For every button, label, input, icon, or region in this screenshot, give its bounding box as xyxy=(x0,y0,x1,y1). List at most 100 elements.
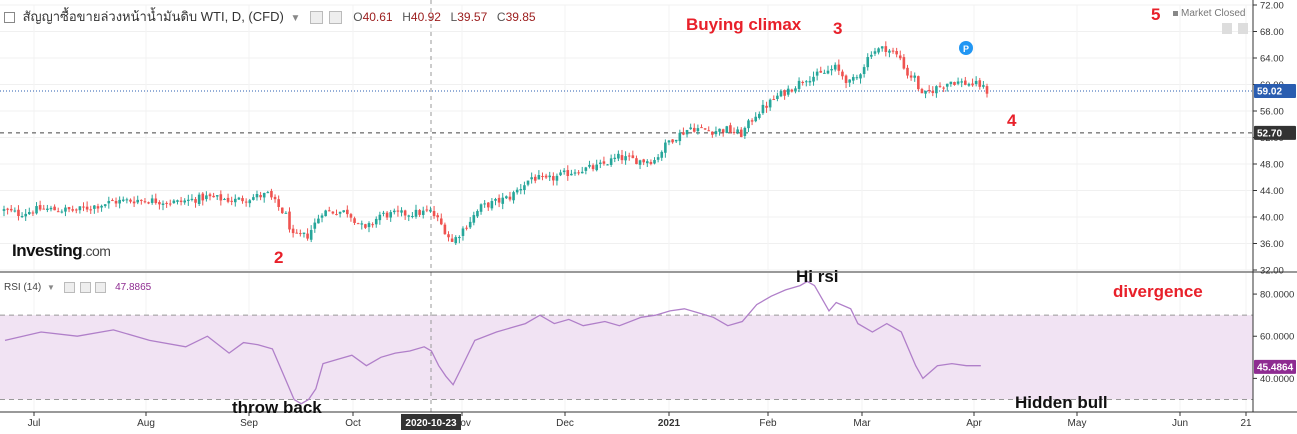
candle xyxy=(978,77,982,90)
candle xyxy=(277,195,280,211)
candle xyxy=(613,153,617,163)
candle xyxy=(898,50,902,61)
candle xyxy=(515,187,519,195)
candle xyxy=(20,212,24,219)
candle xyxy=(208,192,212,201)
close-label: C xyxy=(496,10,506,24)
candle xyxy=(266,190,270,194)
collapse-icon[interactable] xyxy=(4,12,15,24)
candle xyxy=(103,204,107,208)
candle xyxy=(797,77,801,93)
candle xyxy=(346,205,349,218)
candle xyxy=(85,201,89,213)
time-tick-label: Feb xyxy=(759,418,777,429)
candle xyxy=(935,85,938,98)
candle xyxy=(114,197,118,208)
candle xyxy=(877,47,880,55)
chevron-down-icon[interactable]: ▼ xyxy=(47,283,55,293)
candle xyxy=(494,197,497,206)
settings-icon[interactable] xyxy=(63,282,75,293)
close-icon[interactable] xyxy=(95,282,107,293)
candle xyxy=(609,154,613,167)
annotation-divergence: divergence xyxy=(1113,282,1203,301)
rsi-band xyxy=(0,315,1253,400)
candle xyxy=(436,212,439,222)
candle xyxy=(454,235,458,245)
rsi-label[interactable]: RSI (14) xyxy=(4,282,42,294)
candle xyxy=(577,170,580,176)
candle xyxy=(429,206,432,213)
candle xyxy=(100,204,103,212)
candle xyxy=(165,201,168,208)
candle xyxy=(291,224,295,238)
rsi-axis[interactable]: 80.0000 60.0000 40.0000 xyxy=(1253,290,1294,385)
candle xyxy=(917,75,920,92)
rsi-value-badge-text: 45.4864 xyxy=(1257,362,1294,373)
time-axis[interactable]: Jul Aug Sep Oct Nov Dec 2021 Feb Mar Apr May Jun 21 xyxy=(28,412,1252,429)
candle xyxy=(64,204,67,217)
candle xyxy=(284,211,288,214)
candle xyxy=(953,81,956,86)
candle xyxy=(479,203,483,215)
candle xyxy=(559,169,562,177)
price-tick-label: 36.00 xyxy=(1260,239,1284,250)
candle xyxy=(56,207,60,213)
rsi-value: 47.8865 xyxy=(115,282,152,294)
price-tick-label: 56.00 xyxy=(1260,107,1284,118)
level-price-text: 52.70 xyxy=(1257,128,1282,139)
investing-logo: Investing.com xyxy=(12,241,111,261)
scale-buttons[interactable] xyxy=(1222,23,1248,34)
candle xyxy=(595,159,598,172)
candle xyxy=(862,64,866,78)
candle xyxy=(721,128,725,137)
candle xyxy=(508,191,512,202)
visibility-icon[interactable] xyxy=(328,11,342,25)
candle xyxy=(566,165,570,181)
candle xyxy=(255,190,259,201)
time-tick-label: 2021 xyxy=(658,418,681,429)
candle xyxy=(461,226,465,241)
candle xyxy=(280,207,284,214)
candle xyxy=(562,168,566,175)
logo-main: Investing xyxy=(12,241,83,260)
candle xyxy=(215,194,219,200)
candle xyxy=(924,90,927,99)
symbol-title[interactable]: สัญญาซื้อขายล่วงหน้าน้ำมันดิบ WTI, D, (C… xyxy=(22,9,284,24)
candle xyxy=(490,198,494,211)
candle xyxy=(147,201,150,205)
candle xyxy=(468,217,472,230)
candle xyxy=(53,204,56,211)
candle xyxy=(754,112,758,123)
candle xyxy=(772,95,776,101)
candles xyxy=(2,41,989,245)
candle xyxy=(458,235,461,244)
candle xyxy=(801,80,804,86)
visibility-icon[interactable] xyxy=(79,282,91,293)
candle xyxy=(6,207,9,215)
candle xyxy=(197,192,201,206)
pivot-marker[interactable]: P xyxy=(959,41,973,55)
candle xyxy=(631,150,635,159)
crosshair-date-badge: 2020-10-23 xyxy=(401,414,461,430)
candle xyxy=(599,159,602,169)
candle xyxy=(971,78,974,87)
candle xyxy=(248,198,252,208)
candle xyxy=(472,211,476,226)
candle xyxy=(833,62,837,72)
settings-icon[interactable] xyxy=(309,11,323,25)
logo-suffix: .com xyxy=(82,243,111,259)
candle xyxy=(154,193,158,205)
candle xyxy=(78,206,82,214)
candle xyxy=(570,169,573,176)
chevron-down-icon[interactable]: ▼ xyxy=(290,13,301,24)
price-tick-label: 68.00 xyxy=(1260,27,1284,38)
price-tick-label: 32.00 xyxy=(1260,266,1284,277)
candle xyxy=(548,171,552,181)
candle xyxy=(411,212,414,219)
candle xyxy=(580,166,584,174)
candle xyxy=(299,229,302,237)
low-value: 39.57 xyxy=(457,10,488,24)
candle xyxy=(974,76,978,87)
rsi-header: RSI (14) ▼ 47.8865 xyxy=(4,282,151,293)
